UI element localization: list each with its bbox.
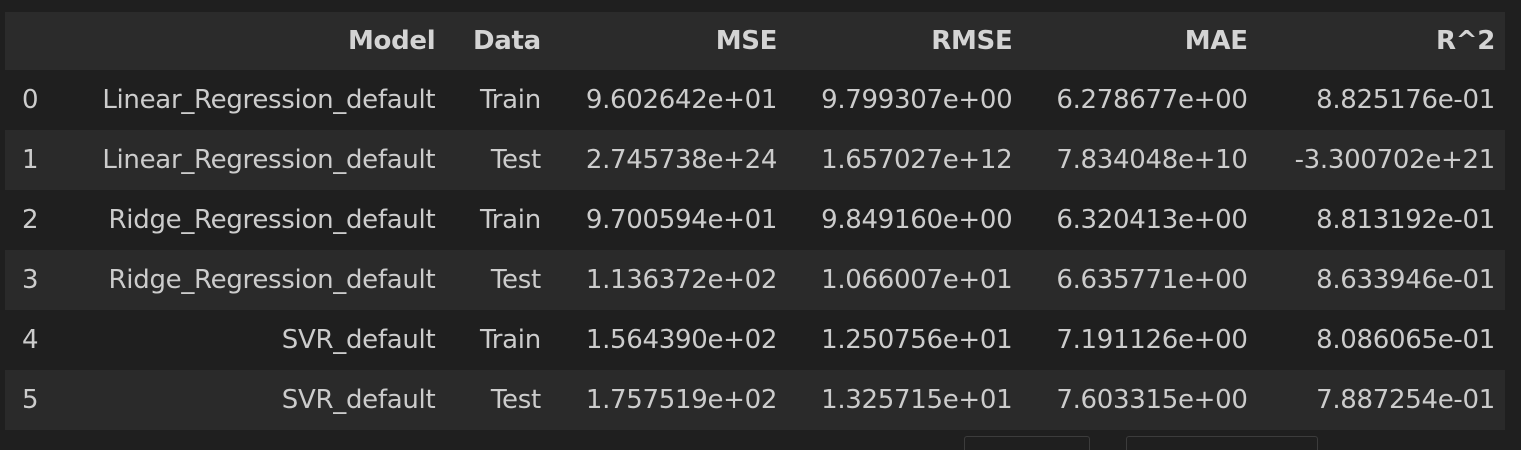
table-row: 0 Linear_Regression_default Train 9.6026… [5,70,1505,130]
header-index [5,12,67,70]
table-header: Model Data MSE RMSE MAE R^2 [5,12,1505,70]
cell-mse: 9.602642e+01 [585,85,778,115]
table-row: 3 Ridge_Regression_default Test 1.136372… [5,250,1505,310]
cell-r2: 7.887254e-01 [1316,385,1495,415]
table-row: 1 Linear_Regression_default Test 2.74573… [5,130,1505,190]
cell-mae: 7.834048e+10 [1056,145,1248,175]
row-index: 4 [22,325,39,355]
cell-action-button[interactable] [1126,436,1318,450]
row-index: 5 [22,385,39,415]
cell-rmse: 1.066007e+01 [821,265,1013,295]
table-row: 2 Ridge_Regression_default Train 9.70059… [5,190,1505,250]
cell-action-button[interactable] [964,436,1090,450]
header-data: Data [473,26,541,56]
cell-rmse: 9.849160e+00 [821,205,1013,235]
dataframe-table: Model Data MSE RMSE MAE R^2 0 Linear_Reg… [5,12,1505,430]
cell-model: Linear_Regression_default [102,85,436,115]
header-r2: R^2 [1436,26,1495,56]
cell-data: Train [480,325,541,355]
cell-data: Train [480,85,541,115]
cell-mae: 6.278677e+00 [1056,85,1248,115]
cell-data: Train [480,205,541,235]
cell-model: SVR_default [281,385,436,415]
cell-r2: 8.086065e-01 [1316,325,1495,355]
row-index: 1 [22,145,39,175]
table-row: 4 SVR_default Train 1.564390e+02 1.25075… [5,310,1505,370]
cell-mse: 1.757519e+02 [585,385,778,415]
cell-data: Test [490,265,541,295]
cell-mse: 2.745738e+24 [585,145,778,175]
cell-rmse: 1.325715e+01 [821,385,1013,415]
row-index: 3 [22,265,39,295]
cell-r2: -3.300702e+21 [1294,145,1496,175]
header-mae: MAE [1184,26,1248,56]
cell-mse: 9.700594e+01 [585,205,778,235]
header-rmse: RMSE [931,26,1013,56]
cell-mse: 1.136372e+02 [585,265,778,295]
header-model: Model [347,26,436,56]
cell-mae: 6.635771e+00 [1056,265,1248,295]
row-index: 2 [22,205,39,235]
cell-model: SVR_default [281,325,436,355]
cell-mse: 1.564390e+02 [585,325,778,355]
table-body: 0 Linear_Regression_default Train 9.6026… [5,70,1505,430]
cell-data: Test [490,145,541,175]
cell-model: Linear_Regression_default [102,145,436,175]
cell-rmse: 1.250756e+01 [821,325,1013,355]
cell-model: Ridge_Regression_default [108,205,436,235]
cell-r2: 8.813192e-01 [1316,205,1495,235]
table-row: 5 SVR_default Test 1.757519e+02 1.325715… [5,370,1505,430]
cell-model: Ridge_Regression_default [108,265,436,295]
cell-data: Test [490,385,541,415]
cell-mae: 7.603315e+00 [1056,385,1248,415]
header-row: Model Data MSE RMSE MAE R^2 [5,12,1505,70]
cell-rmse: 1.657027e+12 [821,145,1013,175]
cell-mae: 7.191126e+00 [1056,325,1248,355]
cell-rmse: 9.799307e+00 [821,85,1013,115]
header-mse: MSE [715,26,778,56]
row-index: 0 [22,85,39,115]
cell-mae: 6.320413e+00 [1056,205,1248,235]
cell-r2: 8.633946e-01 [1316,265,1495,295]
cell-r2: 8.825176e-01 [1316,85,1495,115]
